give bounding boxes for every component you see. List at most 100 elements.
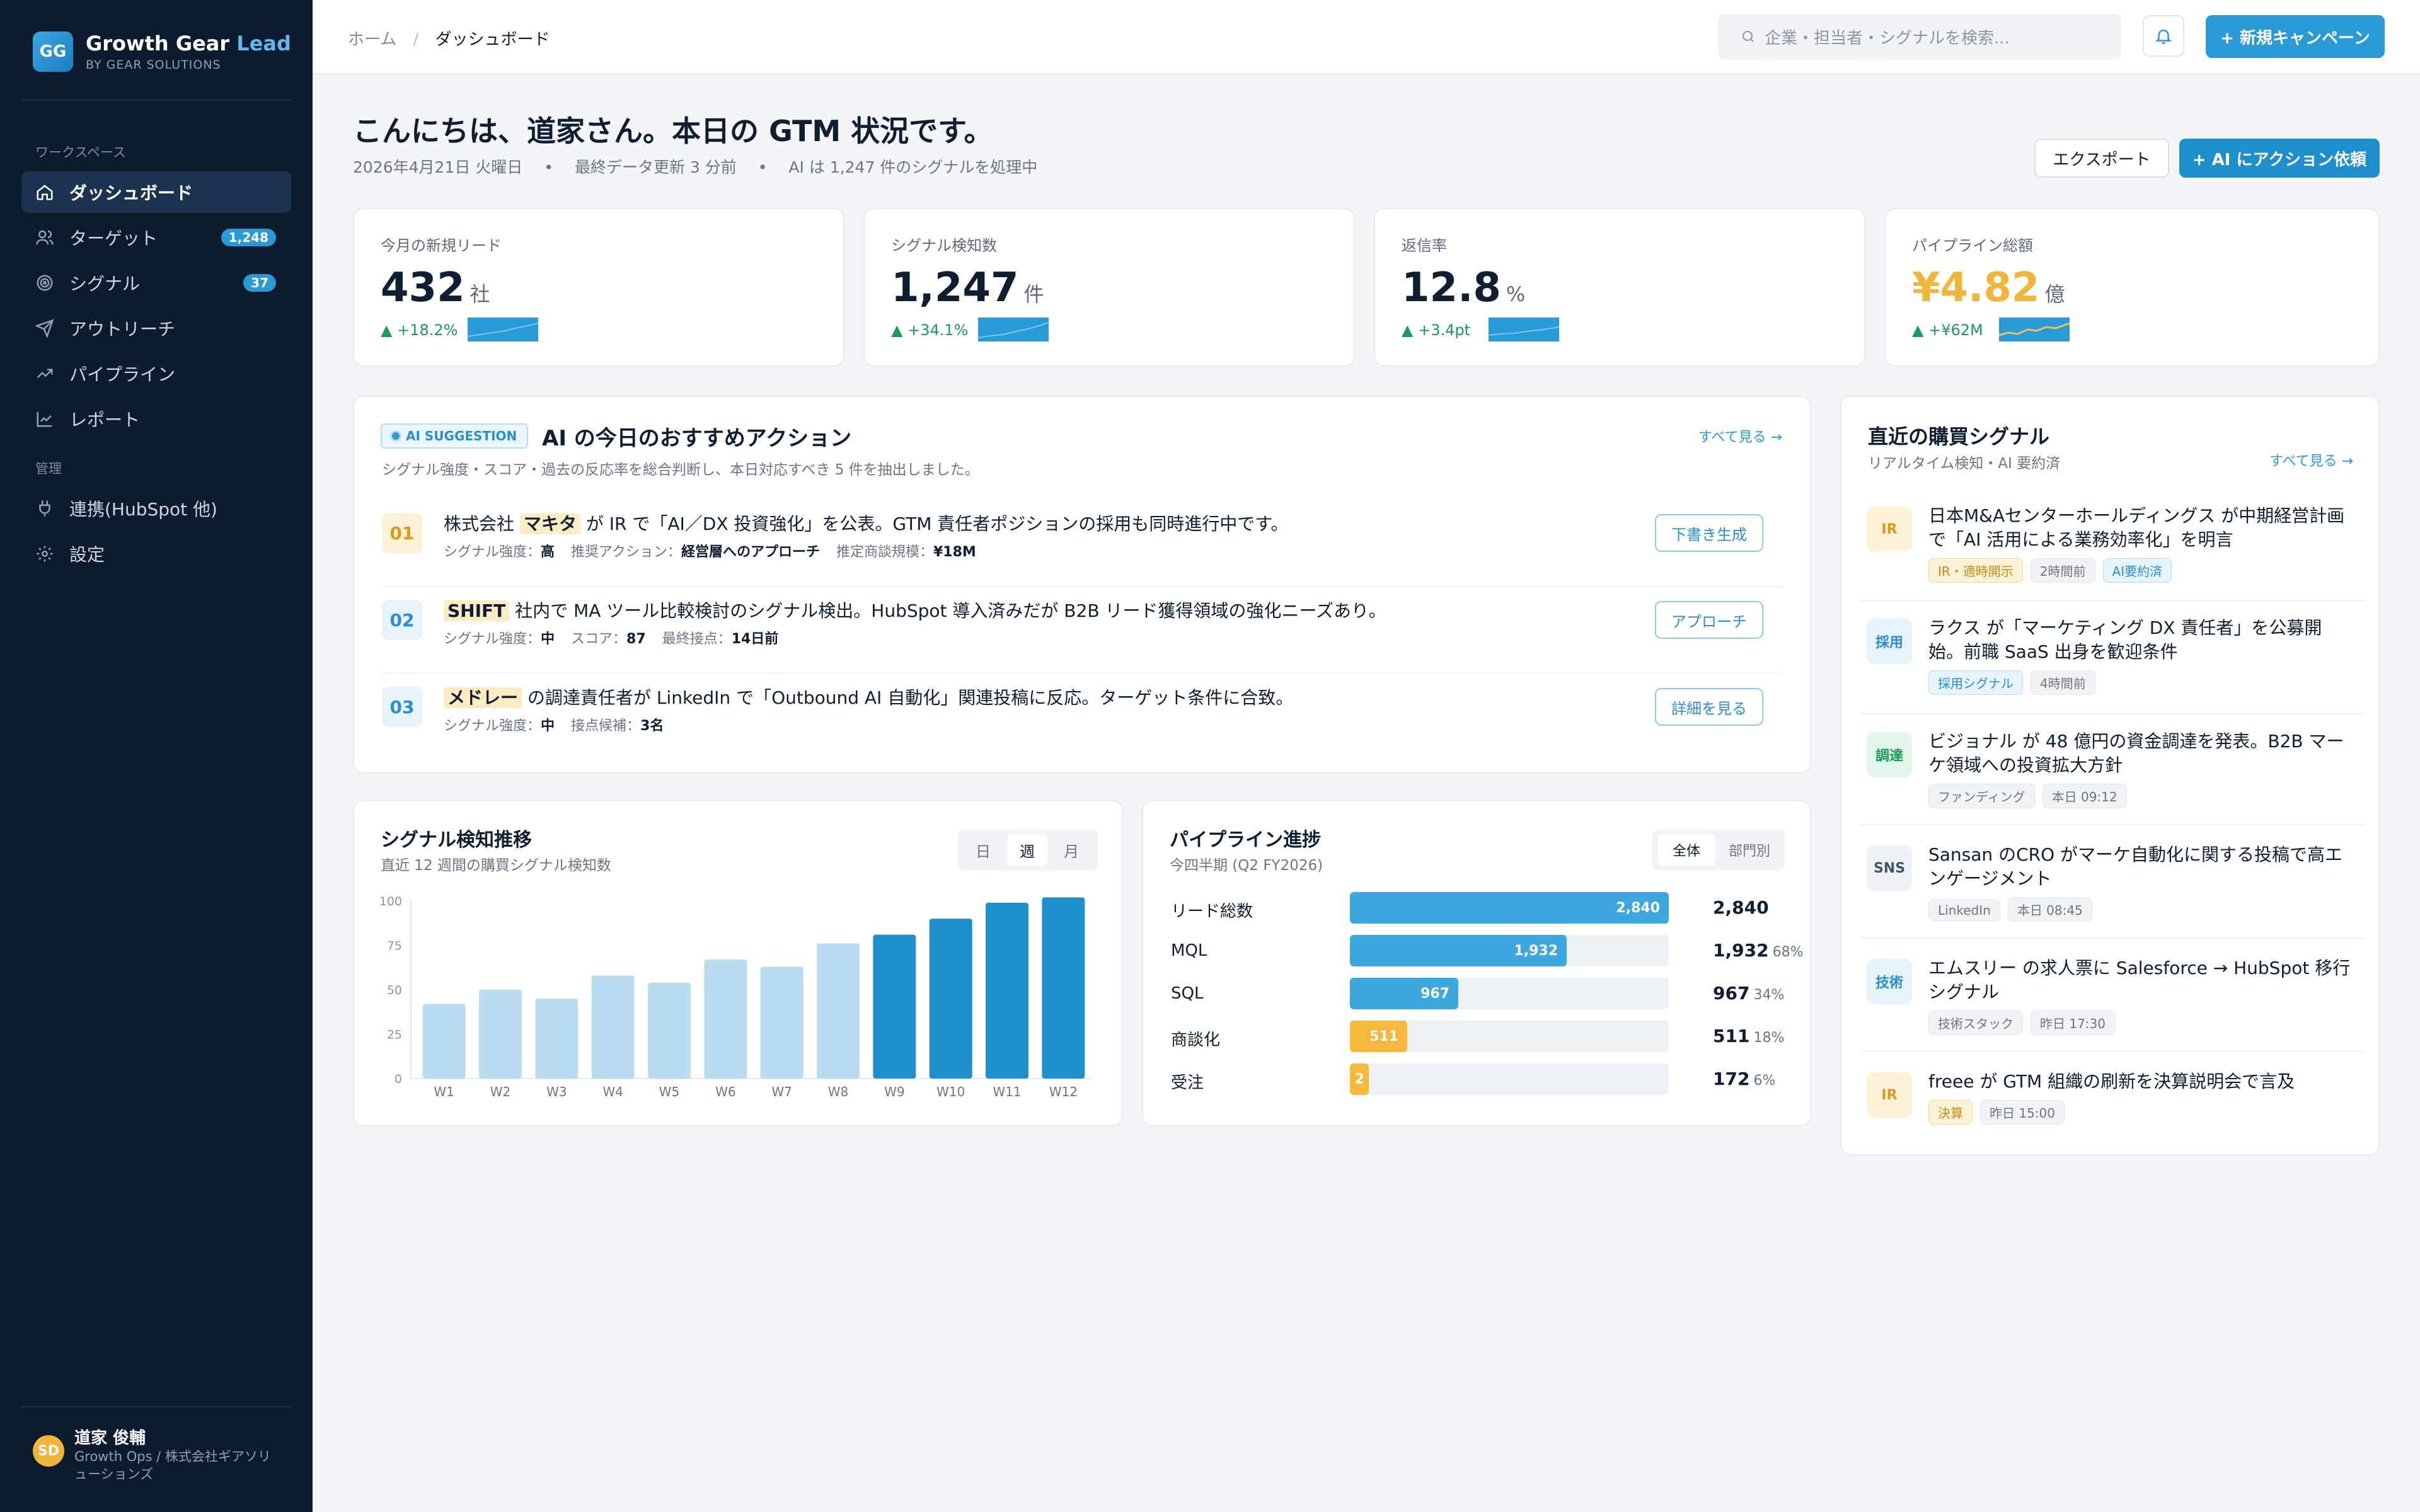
signal-item[interactable]: IR freee が GTM 組織の刷新を決算説明会で言及 決算 昨日 15:00 [1867,1070,2346,1145]
signal-type-pill: 採用シグナル [1928,670,2023,695]
avatar: SD [33,1435,64,1467]
export-button[interactable]: エクスポート [2034,139,2169,178]
tab-all[interactable]: 全体 [1657,834,1715,866]
breadcrumb-home[interactable]: ホーム [348,30,397,49]
signal-type-pill: IR・適時開示 [1928,558,2023,583]
ai-suggestions-card: AI SUGGESTION AI の今日のおすすめアクション すべて見る → シ… [353,396,1811,774]
suggestion-meta: シグナル強度：中 接点候補：3名 [444,718,664,734]
time-pill: 昨日 15:00 [1980,1100,2065,1125]
bell-icon [2154,26,2173,45]
bar [648,982,691,1079]
signal-pills: ファンディング 本日 09:12 [1928,784,2135,808]
nav-item-pipeline[interactable]: パイプライン [21,353,291,394]
tab-by-department[interactable]: 部門別 [1728,844,1770,859]
recent-signals-card: 直近の購買シグナル リアルタイム検知・AI 要約済 すべて見る → IR 日本M… [1840,396,2380,1155]
breadcrumb: ホーム / ダッシュボード [348,26,550,50]
signal-tag: IR [1867,1072,1912,1118]
tab-month[interactable]: 月 [1064,842,1079,861]
x-tick-label: W1 [434,1084,454,1099]
breadcrumb-current: ダッシュボード [435,30,550,49]
search-icon [1741,29,1756,44]
header-updated: 最終データ更新 3 分前 [574,158,737,176]
approach-button[interactable]: アプローチ [1655,601,1763,639]
signal-chart-title: シグナル検知推移 [381,829,532,851]
sidebar-divider [21,100,291,101]
signal-text: Sansan のCRO がマーケ自動化に関する投稿で高エンゲージメント [1928,844,2343,889]
signal-item[interactable]: 技術 エムスリー の求人票に Salesforce → HubSpot 移行シグ… [1860,956,2365,1057]
funnel-value: 511 18% [1713,1026,1785,1046]
signals-subtitle: リアルタイム検知・AI 要約済 [1868,455,2061,472]
gear-icon [35,544,54,563]
ai-suggestions-subtitle: シグナル強度・スコア・過去の反応率を総合判断し、本日対応すべき 5 件を抽出しま… [382,462,979,478]
funnel-label: MQL [1171,941,1207,960]
suggestion-text: 株式会社 マキタ が IR で「AI／DX 投資強化」を公表。GTM 責任者ポジ… [444,513,1289,534]
tab-day[interactable]: 日 [976,842,991,861]
pipeline-subtitle: 今四半期 (Q2 FY2026) [1170,857,1323,874]
funnel-value: 1,932 68% [1713,940,1804,961]
nav-label: パイプライン [69,364,176,385]
brand-logo[interactable]: GG [33,32,73,72]
x-tick-label: W10 [936,1084,965,1099]
funnel-bar: 967 [1350,978,1459,1009]
signal-item[interactable]: SNS Sansan のCRO がマーケ自動化に関する投稿で高エンゲージメント … [1860,843,2365,944]
kpi-value: 1,247 件 [891,265,1044,311]
nav-item-integrations[interactable]: 連携(HubSpot 他) [21,488,291,529]
nav-item-signals[interactable]: シグナル 37 [21,262,291,304]
signal-type-pill: LinkedIn [1928,900,2000,921]
row-divider [1860,1051,2365,1052]
y-tick-label: 100 [379,895,402,908]
funnel-bar: 2 [1350,1063,1369,1095]
x-tick-label: W11 [993,1084,1021,1099]
home-icon [35,183,54,202]
nav-label: 設定 [69,544,105,565]
bar [535,999,579,1079]
nav-item-outreach[interactable]: アウトリーチ [21,307,291,349]
nav-item-reports[interactable]: レポート [21,398,291,440]
new-campaign-button[interactable]: + 新規キャンペーン [2206,15,2385,58]
sparkline [1489,318,1559,341]
details-button[interactable]: 詳細を見る [1655,688,1763,726]
y-tick-label: 75 [387,939,402,953]
row-divider [1860,937,2365,939]
notification-button[interactable] [2143,15,2184,57]
nav-item-targets[interactable]: ターゲット 1,248 [21,217,291,258]
nav-label: レポート [69,410,141,430]
search-box[interactable]: 企業・担当者・シグナルを検索... [1718,14,2121,59]
main: ホーム / ダッシュボード 企業・担当者・シグナルを検索... + 新規キャンペ… [313,0,2420,1512]
bar [591,975,635,1079]
page-subtitle: 2026年4月21日 火曜日 • 最終データ更新 3 分前 • AI は 1,2… [353,158,1038,176]
send-icon [35,319,54,338]
draft-button[interactable]: 下書き生成 [1655,514,1763,552]
funnel-label: リード総数 [1171,902,1253,921]
signal-text: 日本M&Aセンターホールディングス が中期経営計画で「AI 活用による業務効率化… [1928,505,2345,550]
x-tick-label: W2 [490,1084,511,1099]
nav-item-settings[interactable]: 設定 [21,533,291,575]
target-icon [35,273,54,292]
funnel-value: 967 34% [1713,983,1785,1004]
signal-type-pill: 技術スタック [1928,1011,2023,1035]
bar [873,934,916,1079]
kpi-value: 432 社 [381,265,490,311]
nav-item-dashboard[interactable]: ダッシュボード [21,171,291,213]
tab-week[interactable]: 週 [1007,834,1047,866]
search-input[interactable]: 企業・担当者・シグナルを検索... [1765,28,2010,48]
user-profile[interactable]: SD 道家 俊輔 Growth Ops / 株式会社ギアソリューションズ [21,1420,291,1489]
brand-name-accent: Lead [236,32,291,55]
funnel-row-leads: リード総数 2,840 2,840 [1171,892,1801,924]
x-tick-label: W8 [828,1084,849,1099]
kpi-delta: ▲ +3.4pt [1402,321,1471,339]
funnel-track: 511 [1350,1021,1669,1052]
signal-item[interactable]: 調達 ビジョナル が 48 億円の資金調達を発表。B2B マーケ領域への投資拡大… [1860,730,2365,830]
see-all-link[interactable]: すべて見る → [1698,430,1782,445]
signals-title: 直近の購買シグナル [1868,425,2050,449]
signal-item[interactable]: 採用 ラクス が「マーケティング DX 責任者」を公募開始。前職 SaaS 出身… [1860,616,2365,717]
suggestion-number: 01 [382,513,422,553]
signal-text: freee が GTM 組織の刷新を決算説明会で言及 [1928,1071,2295,1092]
kpi-label: パイプライン総額 [1912,237,2033,255]
trend-icon [35,364,54,383]
ai-action-button[interactable]: + AI にアクション依頼 [2179,139,2380,178]
signal-text: ラクス が「マーケティング DX 責任者」を公募開始。前職 SaaS 出身を歓迎… [1928,617,2322,662]
sparkline [468,318,538,341]
see-all-link[interactable]: すべて見る → [2269,454,2353,469]
signal-item[interactable]: IR 日本M&Aセンターホールディングス が中期経営計画で「AI 活用による業務… [1860,504,2365,605]
